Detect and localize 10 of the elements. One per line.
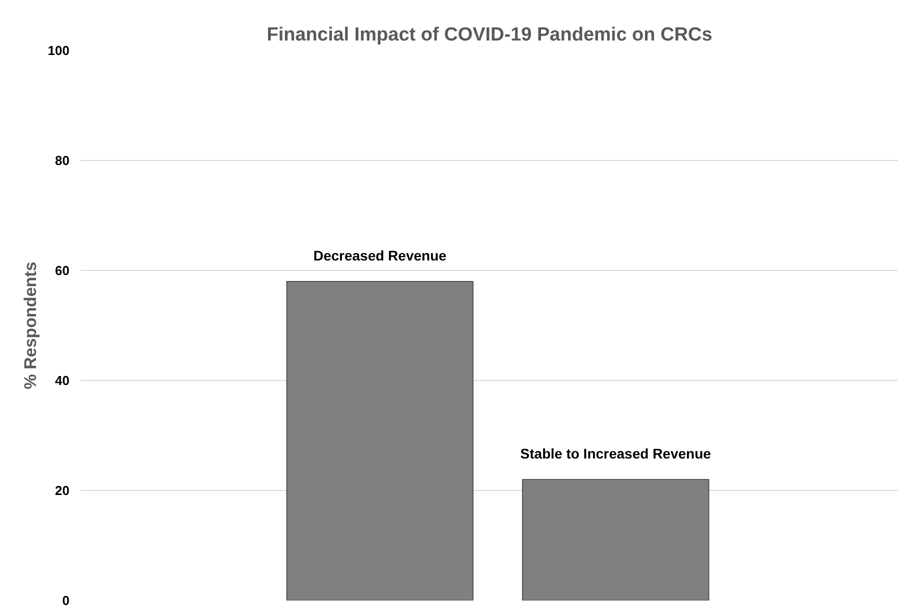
y-tick-label: 0 [62, 593, 70, 608]
y-tick-label: 100 [48, 43, 70, 58]
y-tick-label: 20 [55, 483, 70, 498]
x-tick-label: Stable to Increased Revenue [520, 446, 712, 462]
chart-title: Financial Impact of COVID-19 Pandemic on CRCs [266, 24, 712, 46]
y-axis-title: % Respondents [20, 262, 40, 390]
y-tick-label: 80 [55, 153, 70, 168]
y-tick-label: 40 [55, 373, 70, 388]
y-tick-label: 60 [55, 263, 70, 278]
x-tick-label: Decreased Revenue [313, 248, 447, 264]
